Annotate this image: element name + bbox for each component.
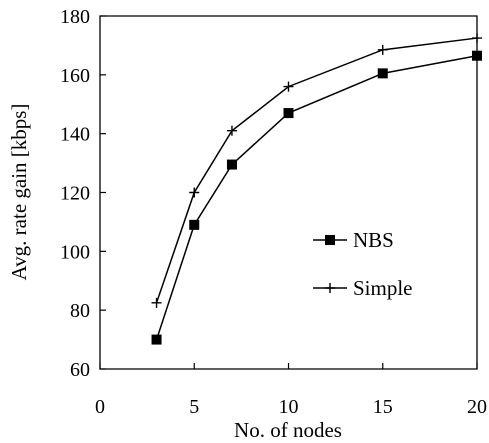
series-line-simple: [155, 37, 478, 304]
y-tick-label: 60: [70, 359, 90, 381]
data-point-simple: [226, 125, 237, 136]
x-ticks: 0 5 10 15 20: [95, 363, 487, 418]
data-point-nbs: [377, 68, 388, 79]
legend-label-nbs: NBS: [353, 228, 394, 252]
series-nbs: [151, 50, 482, 345]
series-line-nbs: [155, 54, 478, 340]
data-point-simple: [189, 187, 200, 198]
x-axis-label: No. of nodes: [234, 418, 342, 442]
series-group: [151, 33, 482, 345]
y-ticks: 60 80 100 120 140 160 180: [60, 6, 106, 381]
data-point-simple: [151, 297, 162, 308]
x-tick-label: 15: [373, 396, 393, 418]
y-tick-label: 180: [60, 6, 90, 28]
y-tick-label: 140: [60, 124, 90, 146]
legend-marker-simple: [325, 283, 335, 293]
axes: [99, 15, 478, 370]
x-tick-label: 10: [279, 396, 299, 418]
legend-item-simple: Simple: [313, 276, 413, 300]
y-axis-label: Avg. rate gain [kbps]: [7, 104, 31, 281]
legend: NBS Simple: [313, 228, 413, 300]
plot-frame: [99, 15, 478, 370]
legend-label-simple: Simple: [353, 276, 413, 300]
x-tick-label: 0: [95, 396, 105, 418]
data-point-nbs: [283, 108, 294, 119]
legend-marker-nbs: [325, 235, 335, 245]
data-point-nbs: [226, 159, 237, 170]
data-point-nbs: [151, 334, 162, 345]
x-tick-label: 5: [189, 396, 199, 418]
y-tick-label: 160: [60, 65, 90, 87]
x-tick-label: 20: [467, 396, 487, 418]
data-point-simple: [472, 33, 482, 44]
legend-item-nbs: NBS: [313, 228, 394, 252]
series-simple: [151, 33, 482, 308]
y-tick-label: 80: [70, 300, 90, 322]
data-point-simple: [283, 81, 294, 92]
y-tick-label: 120: [60, 183, 90, 205]
data-point-nbs: [189, 219, 200, 230]
y-tick-label: 100: [60, 241, 90, 263]
data-point-nbs: [472, 50, 482, 61]
data-point-simple: [377, 44, 388, 55]
